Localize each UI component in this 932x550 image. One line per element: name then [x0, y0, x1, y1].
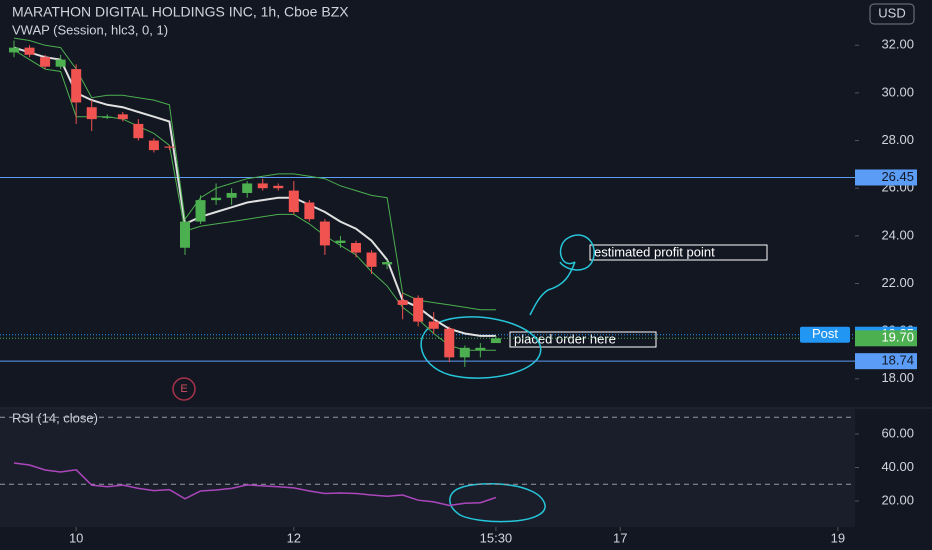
- candle-body: [490, 338, 501, 344]
- candle-body: [304, 202, 315, 220]
- candle-body: [288, 190, 299, 213]
- currency: USD: [878, 5, 905, 20]
- hand-arrow: [529, 261, 576, 316]
- candle-body: [366, 252, 377, 267]
- post-tag: [800, 326, 850, 343]
- rsi-y-tick-label: 60.00: [881, 425, 914, 440]
- candle-body: [350, 243, 361, 253]
- candle-body: [133, 123, 144, 139]
- annotation-box: [509, 331, 657, 348]
- annotation-box: [589, 244, 768, 261]
- candle-body: [164, 146, 175, 148]
- level-label: 18.74: [881, 353, 914, 368]
- earnings-marker: E: [180, 383, 187, 395]
- x-tick-label: 19: [831, 530, 845, 545]
- level-tag: [855, 169, 917, 186]
- candle-body: [86, 107, 97, 120]
- candle-body: [257, 183, 268, 189]
- candle-body: [148, 140, 159, 151]
- candle-body: [195, 200, 206, 222]
- y-tick-label: 22.00: [881, 275, 914, 290]
- candle-body: [102, 116, 113, 118]
- rsi-line: [13, 462, 497, 507]
- candle-body: [444, 328, 455, 358]
- currency-box[interactable]: [869, 3, 915, 25]
- candle-body: [117, 114, 128, 120]
- x-tick-label: 15:30: [480, 530, 513, 545]
- marks: 18.0020.0022.0024.0026.0028.0030.0032.00…: [0, 37, 917, 545]
- annotation: estimated profit point: [594, 244, 715, 259]
- earnings-circle[interactable]: [172, 377, 196, 401]
- candle-body: [335, 240, 346, 243]
- level-label: 26.45: [881, 169, 914, 184]
- candle-body: [242, 183, 253, 193]
- x-tick-label: 17: [613, 530, 627, 545]
- candle-body: [273, 185, 284, 189]
- y-tick-label: 30.00: [881, 84, 914, 99]
- last-price-tag: [855, 330, 917, 347]
- candle-body: [8, 47, 19, 53]
- rsi-pane: [0, 409, 855, 527]
- y-tick-label: 24.00: [881, 227, 914, 242]
- candle-body: [24, 47, 35, 55]
- indicator-title: VWAP (Session, hlc3, 0, 1): [12, 22, 168, 37]
- candle-body: [55, 59, 66, 67]
- candle-body: [211, 197, 222, 201]
- candle-body: [319, 221, 330, 246]
- rsi-y-tick-label: 40.00: [881, 459, 914, 474]
- x-tick-label: 12: [287, 530, 301, 545]
- candle-body: [475, 347, 486, 351]
- candle-body: [226, 192, 237, 198]
- candle-body: [459, 347, 470, 358]
- rsi-y-tick-label: 20.00: [881, 492, 914, 507]
- candle-body: [413, 297, 424, 322]
- hand-circle: [559, 234, 595, 271]
- candle-body: [397, 300, 408, 305]
- annotation: placed order here: [514, 331, 616, 346]
- y-tick-label: 28.00: [881, 132, 914, 147]
- hand-drawing: [420, 234, 595, 523]
- candle-body: [71, 69, 82, 103]
- y-tick-label: 18.00: [881, 370, 914, 385]
- level-tag: [855, 353, 917, 370]
- candle-body: [40, 57, 51, 67]
- candle-body: [428, 321, 439, 329]
- x-tick-label: 10: [69, 530, 83, 545]
- candle-body: [382, 262, 393, 265]
- last-price-label: 19.70: [881, 330, 914, 345]
- post-name: Post: [812, 326, 838, 341]
- hand-circle: [420, 316, 542, 379]
- rsi-title: RSI (14, close): [12, 410, 98, 425]
- y-tick-label: 32.00: [881, 37, 914, 52]
- hand-circle: [449, 483, 546, 523]
- chart-title: MARATHON DIGITAL HOLDINGS INC, 1h, Cboe …: [12, 4, 349, 20]
- candle-body: [179, 221, 190, 248]
